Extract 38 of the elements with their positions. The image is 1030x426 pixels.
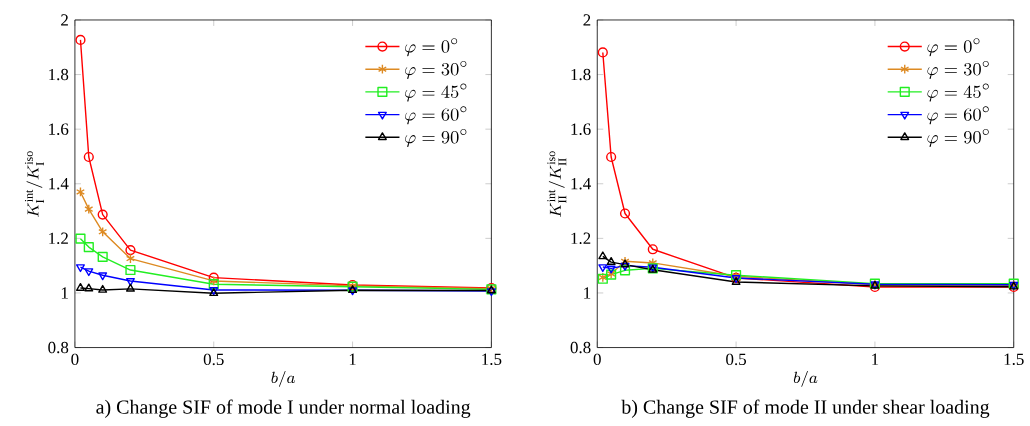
x-tick-label: 0 — [593, 353, 601, 365]
y-tick-label: 1.8 — [49, 68, 69, 81]
x-tick-label: 0.5 — [203, 353, 224, 365]
legend-label: $\varphi = 90^{\circ}$ — [405, 128, 467, 147]
legend-label: $\varphi = 60^{\circ}$ — [405, 106, 467, 125]
legend-label: $\varphi = 30^{\circ}$ — [927, 60, 989, 79]
text: a) Change SIF of mode I under normal loading — [96, 399, 471, 418]
legend-label: $\varphi = 0^{\circ}$ — [927, 37, 980, 57]
y-tick-label: 1.4 — [571, 177, 591, 190]
text: b) Change SIF of mode II under shear loading — [621, 399, 990, 418]
legend-label: $\varphi = 45^{\circ}$ — [405, 83, 467, 102]
x-axis-title: $b/a$ — [793, 370, 818, 387]
legend-label: $\varphi = 45^{\circ}$ — [927, 83, 989, 102]
y-axis-title: $K_{\mathrm{I}}^{\mathrm{int}}/K_{\mathrm{I}}^{\mathrm{iso}}$ — [24, 151, 44, 217]
y-tick-label: 2 — [61, 14, 68, 26]
x-tick-label: 0 — [71, 353, 79, 365]
y-tick-label: 1.8 — [571, 68, 591, 81]
y-tick-label: 1.4 — [49, 177, 69, 190]
x-tick-label: 1.5 — [482, 353, 502, 365]
x-tick-label: 0.5 — [726, 353, 747, 365]
legend-label: $\varphi = 0^{\circ}$ — [405, 37, 458, 57]
y-tick-label: 1.2 — [49, 232, 68, 244]
y-tick-label: 1 — [61, 287, 68, 299]
y-tick-label: 0.8 — [48, 341, 69, 354]
legend-label: $\varphi = 30^{\circ}$ — [405, 60, 467, 79]
y-tick-label: 2 — [583, 14, 591, 26]
y-tick-label: 1 — [584, 287, 591, 299]
x-tick-label: 1 — [349, 353, 356, 365]
y-tick-label: 1.6 — [49, 123, 69, 135]
legend-label: $\varphi = 60^{\circ}$ — [927, 106, 989, 125]
y-tick-label: 1.6 — [571, 123, 591, 135]
x-tick-label: 1 — [872, 353, 879, 365]
x-axis-title: $b/a$ — [271, 370, 296, 387]
y-axis-title: $K_{\mathrm{II}}^{\mathrm{int}}/K_{\mathrm{II}}^{\mathrm{iso}}$ — [547, 151, 567, 217]
y-tick-label: 1.2 — [571, 232, 591, 244]
y-tick-label: 0.8 — [570, 341, 591, 354]
x-tick-label: 1.5 — [1004, 353, 1024, 365]
legend-label: $\varphi = 90^{\circ}$ — [927, 128, 989, 147]
